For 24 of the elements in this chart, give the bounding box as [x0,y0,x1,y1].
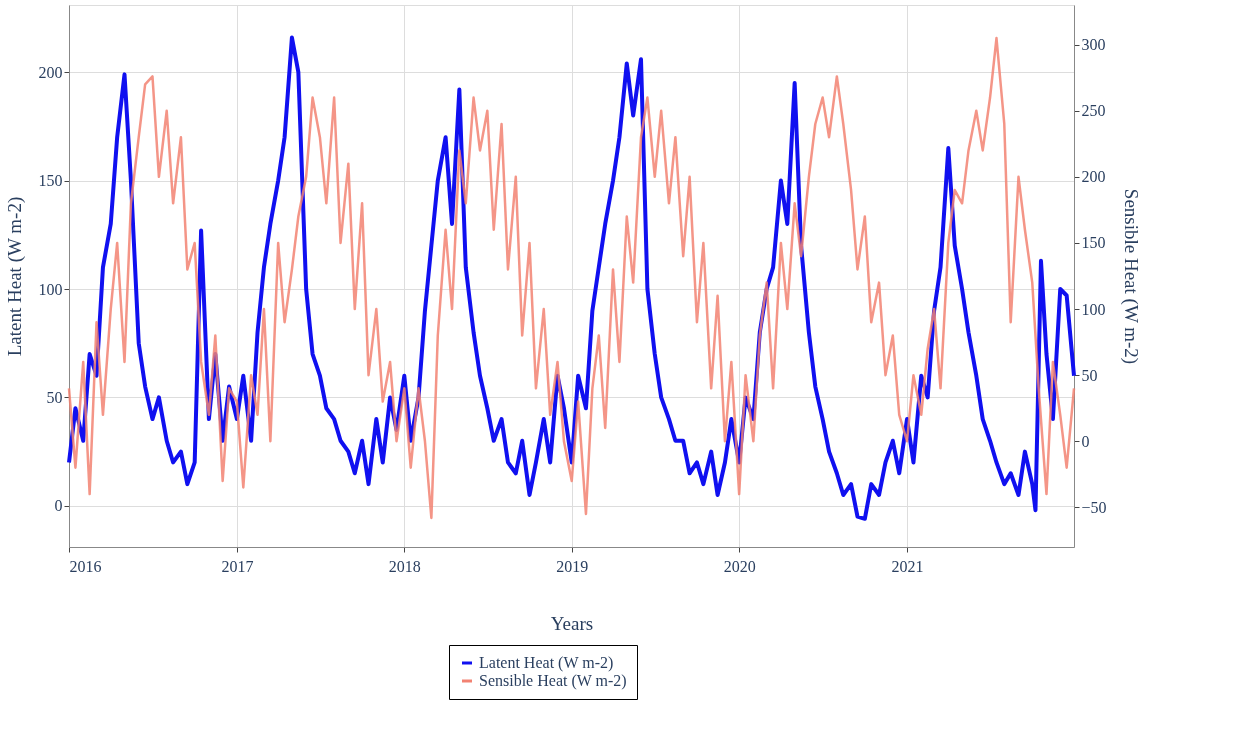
y2-tick-label: 50 [1081,366,1098,384]
y2-tick-label: 100 [1081,300,1106,318]
x-tick-label: 2021 [891,557,924,575]
y2-tick-label: 200 [1081,168,1106,186]
y2-tick-label: 250 [1081,102,1106,120]
x-tick-label: 2020 [723,557,756,575]
y2-tick-label: −50 [1081,498,1107,516]
y2-tick-label: 150 [1081,234,1106,252]
x-tick-label: 2019 [556,557,589,575]
y-axis-title: Latent Heat (W m-2) [3,196,26,357]
x-tick-label: 2016 [69,557,102,575]
x-tick-label: 2017 [221,557,254,575]
legend-label: Sensible Heat (W m-2) [479,672,627,690]
y2-axis-title: Sensible Heat (W m-2) [1119,188,1142,365]
x-tick-label: 2018 [388,557,421,575]
y-tick-label: 150 [38,172,63,190]
y2-tick-label: 300 [1081,36,1106,54]
y2-tick-label: 0 [1081,432,1090,450]
y-tick-label: 50 [46,388,63,406]
y-tick-label: 0 [54,497,63,515]
y-tick-label: 200 [38,63,63,81]
x-axis-title: Years [550,612,594,634]
y-tick-label: 100 [38,280,63,298]
legend-label: Latent Heat (W m-2) [479,654,614,672]
